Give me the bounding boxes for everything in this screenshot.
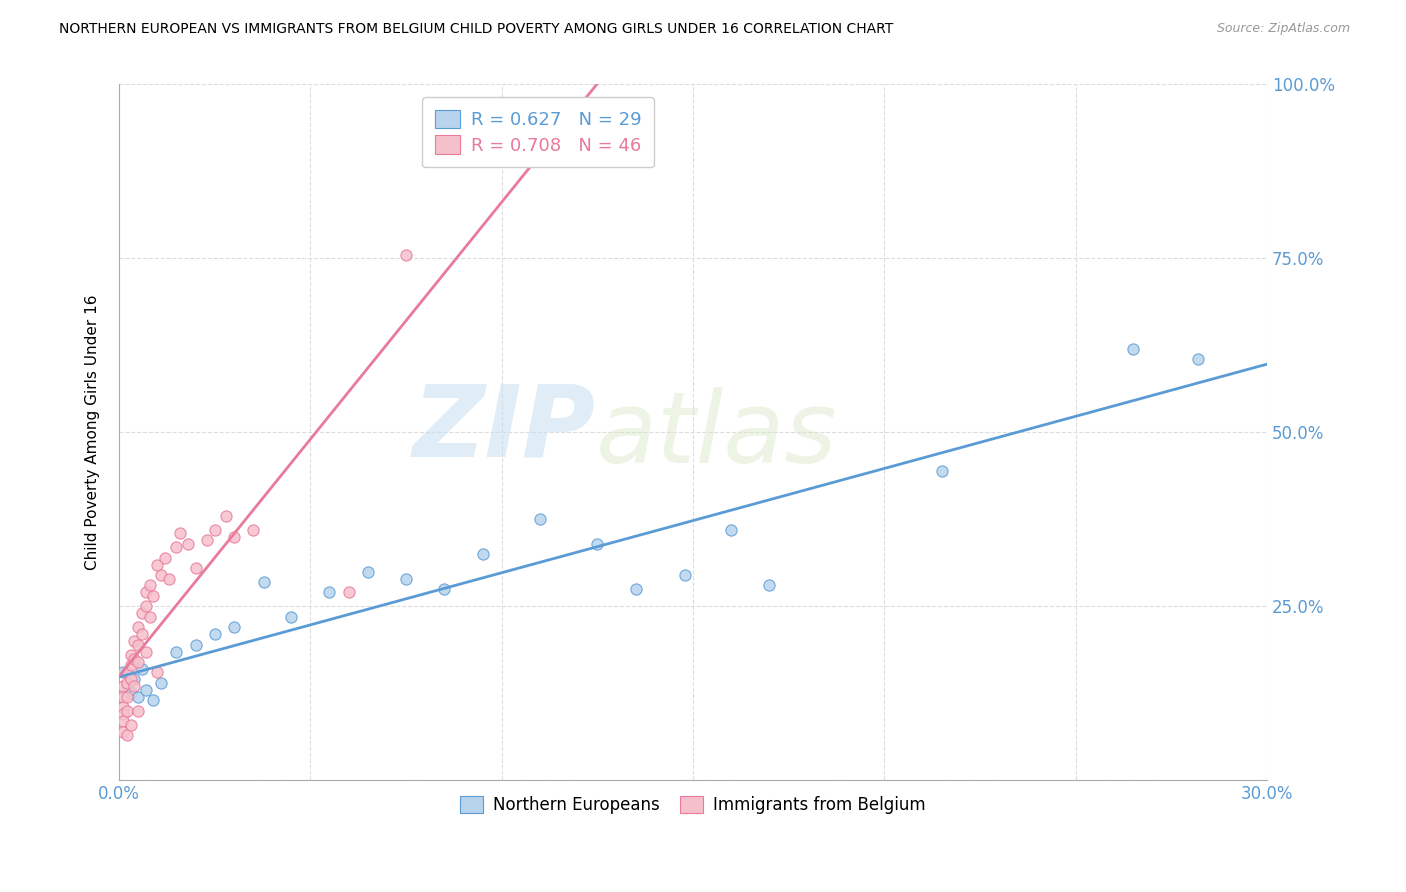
Point	[124, 634, 146, 648]
Legend: Northern Europeans, Immigrants from Belgium: Northern Europeans, Immigrants from Belg…	[450, 786, 936, 824]
Point	[111, 690, 134, 704]
Point	[120, 658, 142, 673]
Point	[395, 248, 418, 262]
Point	[135, 644, 157, 658]
Point	[184, 561, 207, 575]
Point	[127, 638, 149, 652]
Point	[165, 644, 187, 658]
Point	[115, 679, 138, 693]
Point	[138, 609, 160, 624]
Point	[204, 627, 226, 641]
Point	[135, 585, 157, 599]
Point	[529, 512, 551, 526]
Point	[150, 568, 173, 582]
Point	[120, 717, 142, 731]
Point	[120, 673, 142, 687]
Point	[131, 662, 153, 676]
Point	[177, 537, 200, 551]
Point	[131, 607, 153, 621]
Point	[204, 523, 226, 537]
Point	[433, 582, 456, 596]
Point	[280, 609, 302, 624]
Text: ZIP: ZIP	[412, 380, 595, 477]
Point	[135, 682, 157, 697]
Point	[242, 523, 264, 537]
Point	[169, 526, 191, 541]
Point	[115, 676, 138, 690]
Point	[124, 673, 146, 687]
Point	[222, 530, 245, 544]
Point	[318, 585, 340, 599]
Point	[142, 693, 165, 707]
Point	[120, 686, 142, 700]
Point	[127, 704, 149, 718]
Point	[111, 724, 134, 739]
Point	[115, 704, 138, 718]
Point	[471, 547, 494, 561]
Point	[337, 585, 360, 599]
Point	[253, 574, 276, 589]
Point	[120, 648, 142, 662]
Point	[111, 665, 134, 680]
Point	[115, 728, 138, 742]
Point	[357, 565, 380, 579]
Point	[165, 540, 187, 554]
Text: NORTHERN EUROPEAN VS IMMIGRANTS FROM BELGIUM CHILD POVERTY AMONG GIRLS UNDER 16 : NORTHERN EUROPEAN VS IMMIGRANTS FROM BEL…	[59, 22, 893, 37]
Point	[1122, 342, 1144, 356]
Point	[586, 537, 609, 551]
Point	[127, 655, 149, 669]
Point	[115, 665, 138, 680]
Text: atlas: atlas	[595, 387, 837, 484]
Point	[153, 550, 176, 565]
Point	[1187, 352, 1209, 367]
Point	[720, 523, 742, 537]
Point	[111, 679, 134, 693]
Point	[111, 714, 134, 728]
Text: Source: ZipAtlas.com: Source: ZipAtlas.com	[1216, 22, 1350, 36]
Point	[150, 676, 173, 690]
Point	[115, 690, 138, 704]
Point	[931, 464, 953, 478]
Point	[215, 508, 238, 523]
Point	[124, 679, 146, 693]
Point	[673, 568, 696, 582]
Point	[127, 690, 149, 704]
Point	[142, 589, 165, 603]
Point	[195, 533, 218, 548]
Point	[395, 572, 418, 586]
Point	[138, 578, 160, 592]
Point	[146, 558, 169, 572]
Point	[758, 578, 780, 592]
Point	[135, 599, 157, 614]
Point	[624, 582, 647, 596]
Point	[111, 700, 134, 714]
Point	[157, 572, 180, 586]
Point	[127, 620, 149, 634]
Point	[124, 651, 146, 665]
Point	[146, 665, 169, 680]
Point	[111, 707, 134, 722]
Point	[131, 627, 153, 641]
Point	[222, 620, 245, 634]
Point	[184, 638, 207, 652]
Y-axis label: Child Poverty Among Girls Under 16: Child Poverty Among Girls Under 16	[86, 294, 100, 570]
